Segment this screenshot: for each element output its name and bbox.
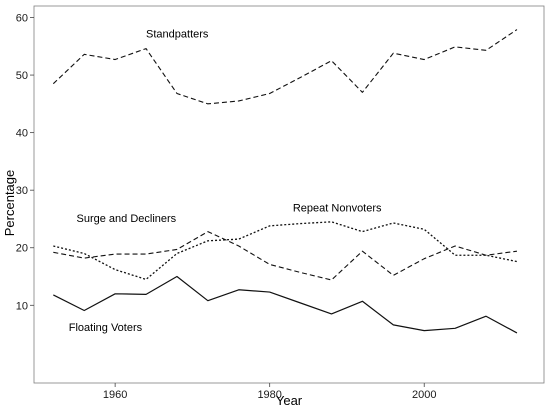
x-tick-label: 1980 (257, 389, 281, 401)
x-tick-label: 1960 (103, 389, 127, 401)
y-tick-label: 60 (16, 13, 28, 25)
series-line-surge-and-decliners (53, 231, 518, 281)
y-tick-label: 50 (16, 70, 28, 82)
y-tick-label: 40 (16, 128, 28, 140)
plot-frame (33, 5, 545, 384)
series-line-standpatters (52, 29, 518, 105)
y-tick-label: 20 (16, 243, 28, 255)
y-tick-label: 30 (16, 185, 28, 197)
series-label-surge-and-decliners: Surge and Decliners (77, 213, 177, 225)
y-axis-title: Percentage (2, 170, 17, 237)
series-label-standpatters: Standpatters (146, 29, 209, 41)
x-tick-label: 2000 (412, 389, 436, 401)
series-line-floating-voters (53, 275, 518, 334)
series-label-repeat-nonvoters: Repeat Nonvoters (293, 202, 382, 214)
plot-area: 10 20 30 40 50 60 1960 1980 2000 Standpatters Repe… (16, 5, 545, 401)
x-axis-title: Year (276, 393, 303, 408)
series-line-repeat-nonvoters (53, 221, 518, 281)
y-tick-label: 10 (16, 300, 28, 312)
series-label-floating-voters: Floating Voters (69, 322, 143, 334)
